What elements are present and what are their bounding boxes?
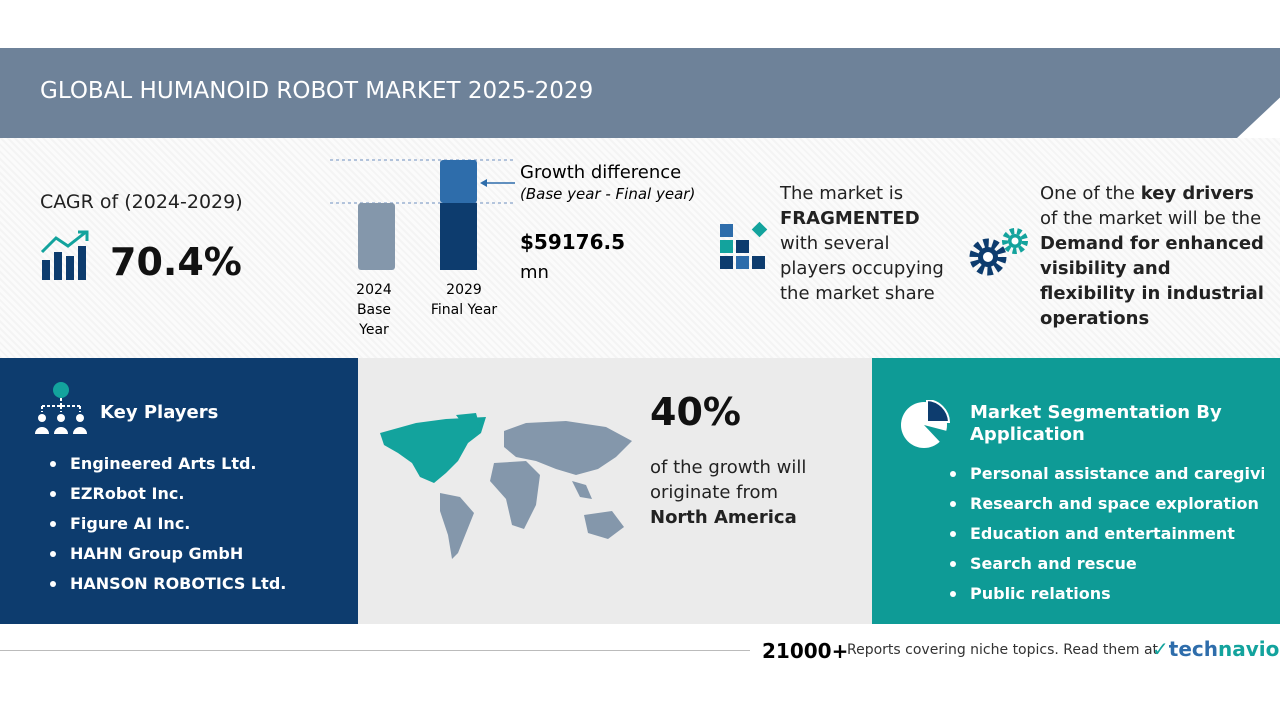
year: 2024 <box>356 282 392 298</box>
region-text: of the growth will originate from North … <box>650 455 830 530</box>
gears-icon <box>969 228 1028 276</box>
pie-icon <box>901 400 950 448</box>
year: 2029 <box>446 282 482 298</box>
header: GLOBAL HUMANOID ROBOT MARKET 2025-2029 <box>0 48 1280 138</box>
players-list: Engineered Arts Ltd. EZRobot Inc. Figure A… <box>48 454 286 604</box>
region-share: 40% <box>650 390 741 434</box>
text: with several players occupying the marke… <box>780 233 944 304</box>
cagr-value: 70.4% <box>110 240 242 284</box>
text: of the growth will originate from <box>650 457 807 503</box>
title: GLOBAL HUMANOID ROBOT MARKET 2025-2029 <box>40 78 594 104</box>
drivers-text: One of the key drivers of the market wil… <box>1040 181 1265 331</box>
emphasis: FRAGMENTED <box>780 208 920 229</box>
growth-unit: mn <box>520 262 549 283</box>
driver: Demand for enhanced visibility and flexi… <box>1040 233 1264 329</box>
footer-text: Reports covering niche topics. Read them… <box>847 642 1159 658</box>
brand-part: navio <box>1217 637 1280 661</box>
text: of the market will be the <box>1040 208 1262 229</box>
report-count: 21000+ <box>762 639 849 663</box>
text: One of the <box>1040 183 1135 204</box>
growth-value: $59176.5 <box>520 230 626 254</box>
player: EZRobot Inc. <box>48 484 286 514</box>
segment: Education and entertainment <box>948 524 1264 554</box>
summary-band <box>0 138 1280 358</box>
year-label: Base Year <box>356 302 392 338</box>
segmentation-panel: Market Segmentation By Application Perso… <box>872 358 1280 624</box>
key-players-panel: Key Players Engineered Arts Ltd. EZRobot … <box>0 358 358 624</box>
growth-bars <box>330 159 515 270</box>
year-label: Final Year <box>430 302 498 318</box>
region-name: North America <box>650 507 797 528</box>
section-title: Market Segmentation By Application <box>970 402 1222 445</box>
text: The market is <box>780 183 904 204</box>
growth-subtitle: (Base year - Final year) <box>520 185 696 203</box>
segment: Personal assistance and caregivi... <box>948 464 1264 494</box>
players-icon <box>35 382 87 434</box>
brand: ✓technavio <box>1152 637 1280 661</box>
player: HANSON ROBOTICS Ltd. <box>48 574 286 604</box>
segment: Search and rescue <box>948 554 1264 584</box>
segment-list: Personal assistance and caregivi... Resea… <box>948 464 1264 614</box>
footer-rule <box>0 650 750 651</box>
player: Figure AI Inc. <box>48 514 286 544</box>
section-title: Key Players <box>100 402 219 423</box>
fragment-icon <box>720 221 768 269</box>
growth-icon <box>40 230 89 280</box>
player: Engineered Arts Ltd. <box>48 454 286 484</box>
market-text: The market is FRAGMENTED with several pl… <box>780 181 955 306</box>
segment: Public relations <box>948 584 1264 614</box>
player: HAHN Group GmbH <box>48 544 286 574</box>
bar-label: 2029 Final Year <box>424 280 504 320</box>
segment: Research and space exploration <box>948 494 1264 524</box>
world-map <box>380 413 632 559</box>
emphasis: key drivers <box>1140 183 1254 204</box>
brand-part: tech <box>1168 637 1218 661</box>
bar-label: 2024 Base Year <box>340 280 408 340</box>
growth-title: Growth difference <box>520 162 682 183</box>
region-panel: 40% of the growth will originate from No… <box>358 358 872 624</box>
cagr-label: CAGR of (2024-2029) <box>40 191 243 213</box>
